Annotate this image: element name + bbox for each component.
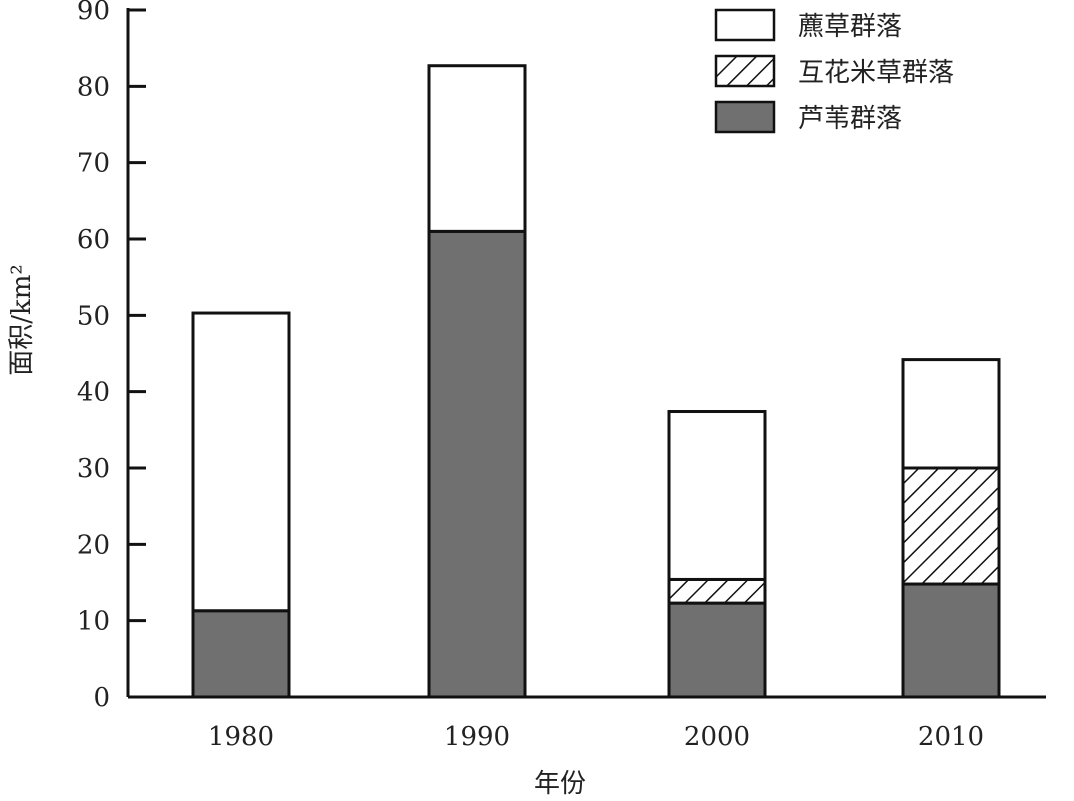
y-tick-label: 90 [77,0,110,26]
bar-segment-1990-2 [427,64,527,233]
y-tick-label: 70 [77,149,110,179]
legend-swatch [714,54,776,88]
bar-segment-2010-0 [901,582,1001,699]
x-axis-title: 年份 [534,769,586,799]
bar-segment-2000-1 [667,577,767,605]
y-tick-label: 30 [77,454,110,484]
x-tick-label: 2010 [918,722,984,752]
bar-segment-2010-2 [901,358,1001,470]
y-tick-label: 40 [77,378,110,408]
legend-swatch [714,100,776,134]
x-tick-label: 2000 [684,722,750,752]
x-tick-label: 1990 [444,722,510,752]
bar-segment-2000-2 [667,410,767,581]
axes: 0 10 20 30 40 50 60 70 80 90 1980 1990 2000 2010 [77,0,1046,752]
y-tick-label: 20 [77,530,110,560]
legend-swatch [714,8,776,42]
bar-segment-2000-0 [667,601,767,699]
legend-label: 芦苇群落 [798,104,902,134]
y-axis-title: 面积/km² [7,264,37,376]
x-tick-label: 1980 [208,722,274,752]
bar-segment-1990-0 [427,229,527,699]
bar-segment-1980-2 [191,311,291,613]
y-tick-label: 50 [77,301,110,331]
bar-segment-2010-1 [901,466,1001,586]
y-tick-label: 0 [93,683,110,713]
legend-label: 藨草群落 [798,12,902,42]
bar-segment-1980-0 [191,609,291,699]
plot-area [191,64,1001,699]
legend-label: 互花米草群落 [798,58,954,88]
y-tick-label: 80 [77,72,110,102]
y-tick-label: 60 [77,225,110,255]
y-tick-label: 10 [77,607,110,637]
